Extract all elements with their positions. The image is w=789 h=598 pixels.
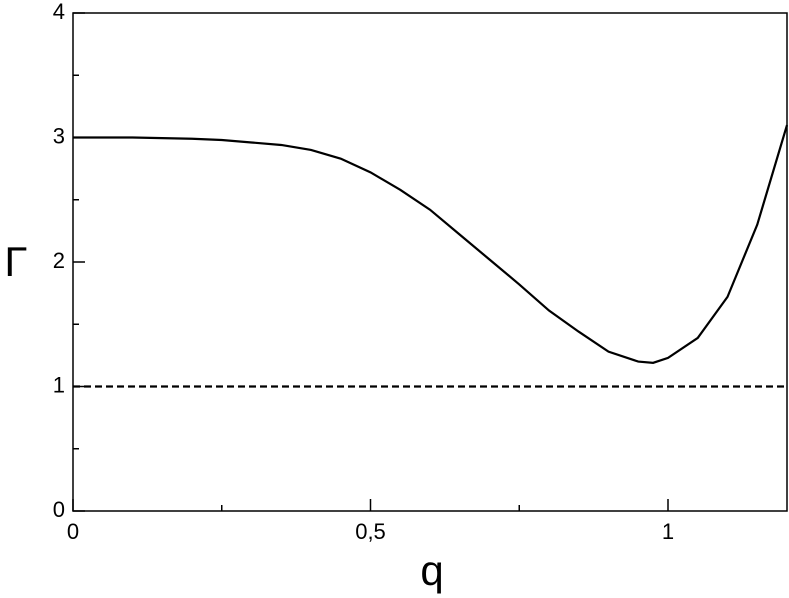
- y-tick-label: 3: [53, 123, 65, 148]
- y-tick-label: 1: [53, 372, 65, 397]
- curve: [73, 124, 789, 364]
- plot-frame: [72, 12, 788, 512]
- x-tick-label: 0,5: [355, 519, 386, 544]
- x-axis-label: q: [420, 547, 443, 594]
- y-axis-label: Γ: [4, 238, 27, 285]
- y-tick-label: 2: [53, 248, 65, 273]
- y-tick-label: 0: [53, 497, 65, 522]
- x-tick-label: 0: [67, 519, 79, 544]
- x-tick-label: 1: [662, 519, 674, 544]
- y-tick-label: 4: [53, 0, 65, 24]
